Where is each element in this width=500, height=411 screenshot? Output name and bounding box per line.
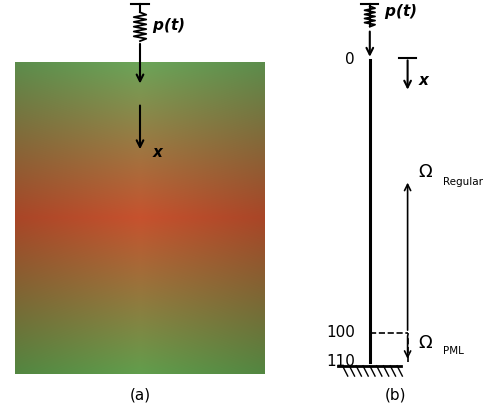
Text: (b): (b) bbox=[384, 388, 406, 403]
Text: 110: 110 bbox=[326, 354, 355, 369]
Text: 0: 0 bbox=[346, 52, 355, 67]
Text: $\bfit{p}(\bfit{t})$: $\bfit{p}(\bfit{t})$ bbox=[384, 2, 418, 21]
Text: PML: PML bbox=[444, 346, 464, 356]
Text: $\bfit{p}(\bfit{t})$: $\bfit{p}(\bfit{t})$ bbox=[152, 16, 186, 35]
Text: Regular: Regular bbox=[444, 177, 484, 187]
Text: 100: 100 bbox=[326, 326, 355, 340]
Text: $\Omega$: $\Omega$ bbox=[418, 334, 433, 352]
Text: $\bfit{x}$: $\bfit{x}$ bbox=[418, 73, 431, 88]
Text: (a): (a) bbox=[130, 388, 150, 403]
Text: $\Omega$: $\Omega$ bbox=[418, 163, 433, 180]
Text: $\bfit{x}$: $\bfit{x}$ bbox=[152, 145, 166, 159]
